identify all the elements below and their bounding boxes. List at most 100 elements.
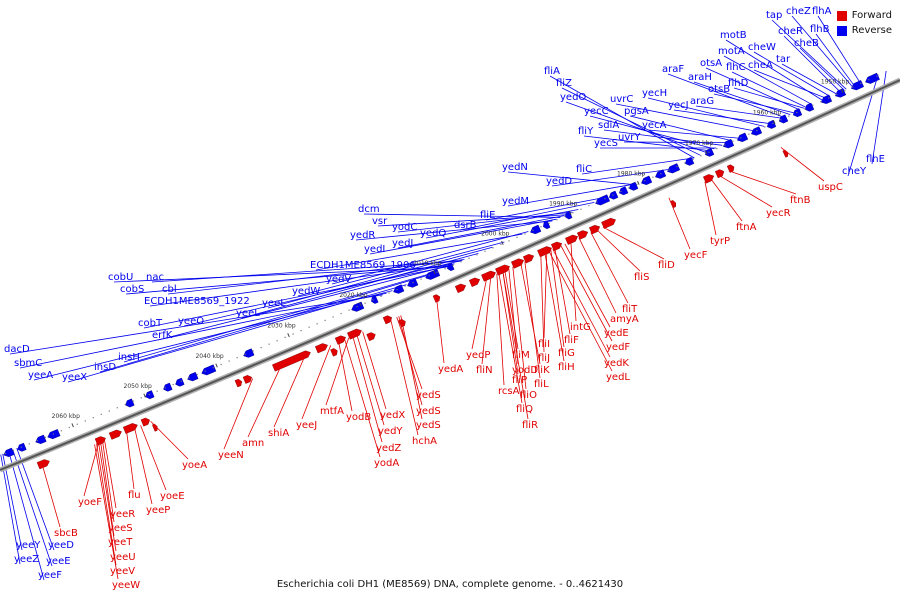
scale-tick-mark — [704, 150, 708, 155]
scale-dot — [620, 190, 622, 193]
scale-dot — [44, 436, 46, 438]
scale-tick-label: 2040 kbp — [195, 353, 223, 360]
reverse-gene-label: cobU — [108, 272, 133, 283]
scale-dot — [740, 137, 742, 139]
scale-dot — [860, 82, 862, 85]
scale-dot — [60, 430, 62, 432]
reverse-gene-label: otsA — [700, 58, 722, 69]
scale-dot — [132, 400, 134, 402]
reverse-gene-label: yeeE — [46, 556, 71, 567]
scale-dot — [372, 299, 374, 301]
forward-gene-arrow — [468, 277, 481, 287]
scale-dot — [564, 215, 566, 217]
forward-gene-label: yeeT — [108, 537, 133, 548]
scale-dot — [724, 144, 726, 146]
scale-dot — [212, 367, 214, 369]
backbone-shadow — [0, 77, 900, 473]
forward-gene-label: yedP — [466, 350, 490, 361]
reverse-gene-label: cheZ — [786, 6, 811, 17]
scale-dot — [108, 410, 110, 412]
reverse-gene-label: yecJ — [668, 100, 689, 111]
label-leader-line — [723, 55, 813, 106]
forward-gene-label: yoeF — [78, 497, 102, 508]
label-leader-line — [157, 264, 453, 341]
label-leader-line — [504, 270, 519, 350]
reverse-gene-label: yecH — [642, 88, 667, 99]
scale-dot — [76, 423, 78, 425]
scale-dot — [804, 108, 806, 110]
scale-dot — [692, 158, 694, 160]
reverse-gene-label: araG — [690, 96, 714, 107]
reverse-gene-label: yedI — [364, 244, 385, 255]
legend-forward-swatch — [836, 10, 847, 21]
reverse-gene-label: yeeA — [28, 370, 53, 381]
label-leader-line — [356, 334, 385, 426]
reverse-gene-arrow — [3, 447, 15, 457]
label-leader-line — [459, 202, 595, 231]
scale-tick-label: 2020 kbp — [339, 292, 367, 299]
forward-gene-label: yedX — [380, 410, 405, 421]
forward-gene-label: yedS — [416, 390, 441, 401]
reverse-gene-arrow — [175, 377, 185, 387]
forward-gene-arrow — [481, 270, 496, 282]
forward-gene-label: yeeR — [110, 509, 135, 520]
scale-dot — [580, 208, 582, 210]
scale-dot — [236, 357, 238, 359]
label-leader-line — [436, 299, 445, 364]
forward-gene-arrow — [432, 294, 441, 303]
scale-dot — [156, 390, 158, 392]
label-leader-line — [705, 67, 801, 111]
reverse-gene-label: yeeL — [262, 298, 286, 309]
label-leader-line — [799, 47, 845, 91]
scale-dot — [532, 229, 534, 231]
scale-dot — [772, 122, 774, 124]
scale-dot — [68, 426, 70, 429]
label-leader-line — [67, 284, 407, 383]
scale-dot — [420, 278, 422, 280]
reverse-gene-label: cobS — [120, 284, 144, 295]
label-leader-line — [98, 442, 117, 552]
label-leader-line — [554, 248, 571, 335]
label-leader-line — [507, 183, 637, 207]
scale-dot — [4, 452, 6, 455]
legend-forward-label: Forward — [851, 10, 892, 21]
label-leader-line — [710, 178, 743, 222]
scale-dot — [764, 126, 766, 128]
reverse-gene-label: yedM — [502, 196, 529, 207]
forward-gene-label: yedF — [606, 342, 630, 353]
label-leader-line — [241, 252, 479, 319]
label-leader-line — [570, 241, 577, 322]
reverse-gene-arrow — [35, 434, 47, 444]
scale-dot — [196, 373, 198, 376]
forward-gene-label: yedE — [604, 328, 629, 339]
label-leader-line — [728, 170, 797, 195]
reverse-gene-label: fliC — [576, 164, 592, 175]
scale-tick-label: 1990 kbp — [549, 201, 577, 208]
scale-dot — [380, 295, 382, 298]
scale-tick-label: 2050 kbp — [124, 383, 152, 390]
scale-dot — [524, 233, 526, 235]
reverse-gene-label: yecC — [584, 106, 609, 117]
reverse-gene-label: cheA — [748, 60, 773, 71]
forward-gene-label: fliH — [558, 362, 575, 373]
forward-gene-label: ftnB — [790, 195, 811, 206]
scale-dot — [556, 219, 558, 221]
label-leader-line — [273, 356, 306, 428]
scale-dot — [12, 449, 14, 451]
scale-dot — [164, 387, 166, 389]
scale-dot — [436, 271, 438, 273]
scale-dot — [220, 363, 222, 366]
label-leader-line — [589, 115, 715, 150]
reverse-gene-label: cheW — [748, 42, 776, 53]
label-leader-line — [19, 292, 387, 369]
forward-gene-label: uspC — [818, 182, 843, 193]
label-leader-line — [753, 51, 831, 97]
reverse-gene-label: dcm — [358, 204, 380, 215]
scale-dot — [252, 350, 254, 352]
scale-dot — [716, 148, 718, 150]
scale-dot — [596, 201, 598, 203]
scale-dot — [316, 323, 318, 325]
reverse-gene-arrow — [163, 382, 173, 392]
label-leader-line — [524, 261, 541, 379]
scale-dot — [460, 261, 462, 263]
